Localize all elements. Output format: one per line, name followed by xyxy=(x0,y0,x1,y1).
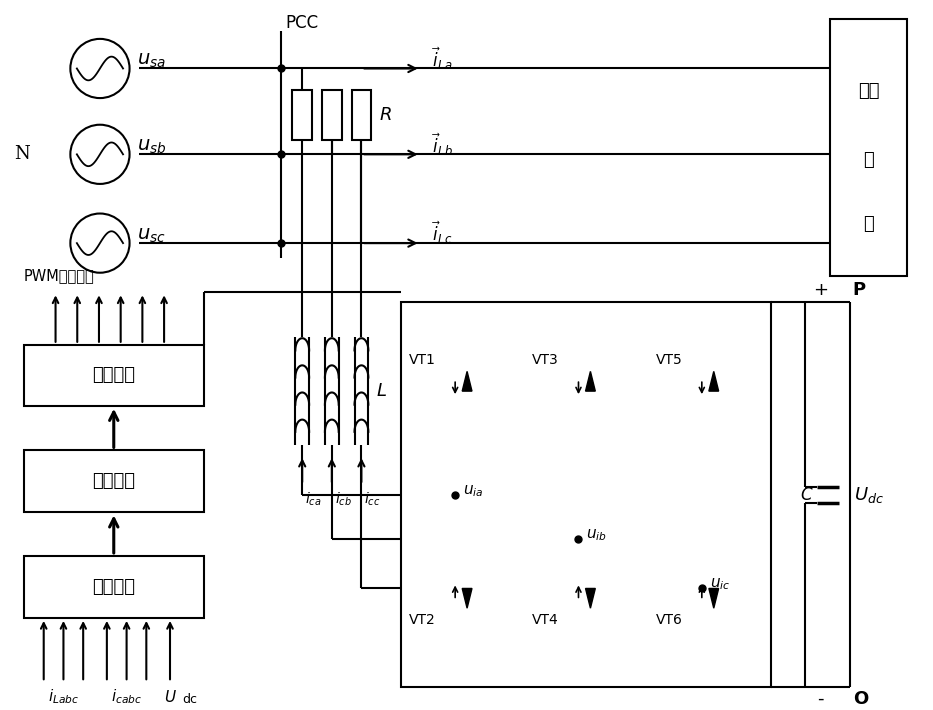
Text: N: N xyxy=(14,146,30,163)
Text: 三相: 三相 xyxy=(857,82,879,100)
Text: $u_{ic}$: $u_{ic}$ xyxy=(710,577,730,592)
Text: O: O xyxy=(853,690,868,708)
Bar xyxy=(401,302,771,687)
Text: VT6: VT6 xyxy=(655,613,682,627)
Text: dc: dc xyxy=(182,694,197,706)
Text: $u_{ib}$: $u_{ib}$ xyxy=(586,528,607,543)
Bar xyxy=(830,19,907,275)
Text: VT1: VT1 xyxy=(409,353,436,366)
Text: $\vec{i}_{La}$: $\vec{i}_{La}$ xyxy=(433,45,453,72)
Text: $i_{cabc}$: $i_{cabc}$ xyxy=(111,688,142,706)
Text: 检测电路: 检测电路 xyxy=(92,578,135,596)
Text: P: P xyxy=(853,281,866,300)
Polygon shape xyxy=(586,371,595,391)
Text: $i_{cc}$: $i_{cc}$ xyxy=(365,491,381,508)
Text: $u_{sa}$: $u_{sa}$ xyxy=(137,51,166,70)
Bar xyxy=(322,90,341,140)
Text: 驱动电路: 驱动电路 xyxy=(92,366,135,384)
Bar xyxy=(24,345,203,406)
Text: $U$: $U$ xyxy=(163,689,176,705)
Text: $i_{Labc}$: $i_{Labc}$ xyxy=(48,688,79,706)
Bar xyxy=(24,556,203,618)
Text: $i_{cb}$: $i_{cb}$ xyxy=(335,491,352,508)
Bar xyxy=(352,90,371,140)
Circle shape xyxy=(70,125,130,184)
Text: $u_{ia}$: $u_{ia}$ xyxy=(463,483,483,498)
Text: R: R xyxy=(379,106,392,124)
Circle shape xyxy=(70,39,130,98)
Text: $u_{sb}$: $u_{sb}$ xyxy=(137,137,167,156)
Text: 负: 负 xyxy=(863,151,874,169)
Text: C: C xyxy=(801,486,813,503)
Circle shape xyxy=(70,214,130,273)
Polygon shape xyxy=(586,589,595,608)
Polygon shape xyxy=(462,371,472,391)
Text: +: + xyxy=(813,281,828,300)
Text: VT2: VT2 xyxy=(409,613,436,627)
Text: 载: 载 xyxy=(863,215,874,234)
Text: $\vec{i}_{Lb}$: $\vec{i}_{Lb}$ xyxy=(433,131,453,158)
Text: $i_{ca}$: $i_{ca}$ xyxy=(305,491,322,508)
Text: L: L xyxy=(376,382,386,400)
Text: PWM脉冲信号: PWM脉冲信号 xyxy=(24,268,95,283)
Text: VT4: VT4 xyxy=(532,613,559,627)
Text: VT3: VT3 xyxy=(532,353,559,366)
Text: $u_{sc}$: $u_{sc}$ xyxy=(137,226,166,245)
Text: PCC: PCC xyxy=(285,14,318,32)
Polygon shape xyxy=(462,589,472,608)
Polygon shape xyxy=(709,589,718,608)
Text: $U_{dc}$: $U_{dc}$ xyxy=(854,485,884,505)
Text: 控制电路: 控制电路 xyxy=(92,472,135,491)
Bar xyxy=(292,90,312,140)
Text: VT5: VT5 xyxy=(656,353,682,366)
Polygon shape xyxy=(709,371,718,391)
Bar xyxy=(24,450,203,513)
Text: $\vec{i}_{Lc}$: $\vec{i}_{Lc}$ xyxy=(433,220,453,246)
Text: -: - xyxy=(817,690,824,708)
